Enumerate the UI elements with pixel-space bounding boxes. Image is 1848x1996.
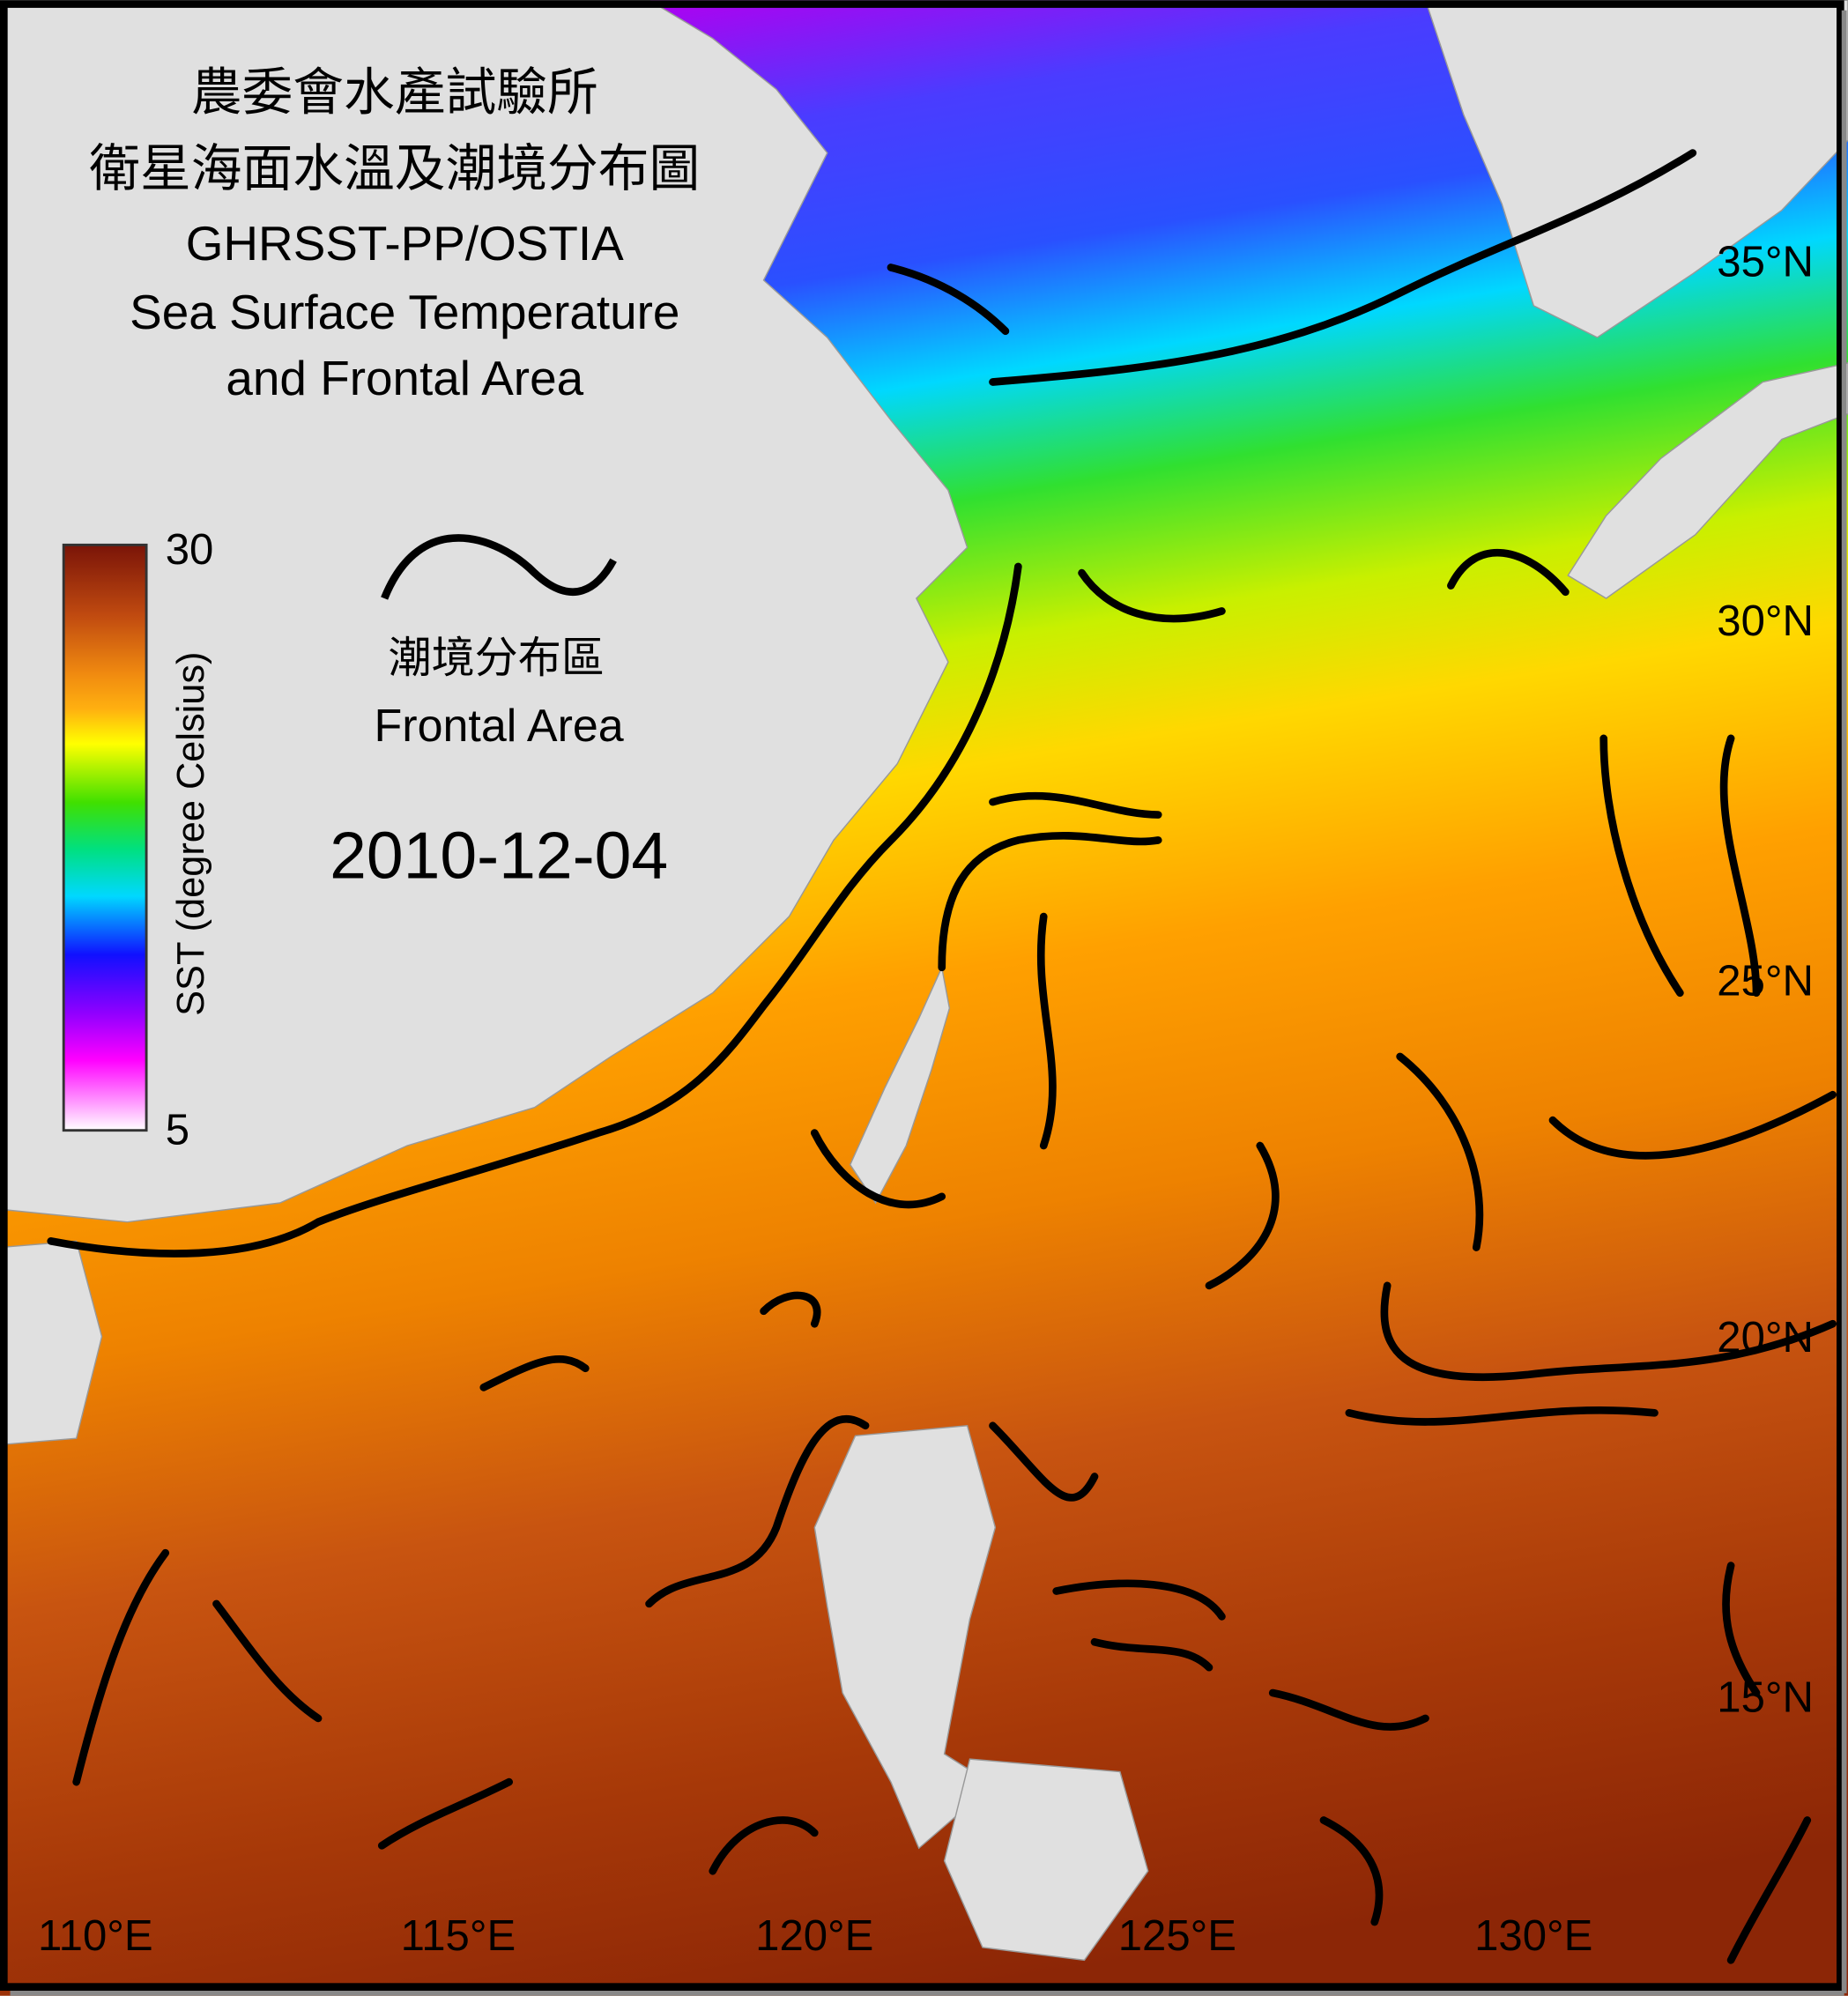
china [0,0,969,1223]
front [479,1355,590,1391]
front [47,562,1022,1258]
title-line: 農委會水產試驗所 [191,64,598,121]
title-line: and Frontal Area [226,351,583,405]
korea [1424,0,1848,338]
front [72,1548,170,1786]
front [760,1291,821,1328]
lon-labels: 110°E 115°E 120°E 125°E 130°E [38,1912,1592,1960]
front [1719,734,1761,998]
front [989,791,1162,819]
colorbar-ramp [62,543,148,1132]
japan [1567,362,1848,599]
front [1345,1406,1659,1426]
lon-label: 115°E [401,1912,516,1960]
front [1726,1816,1812,1964]
date: 2010-12-04 [330,819,668,893]
front [1036,912,1057,1150]
front [377,1777,514,1850]
front [810,1129,946,1209]
front [938,832,1162,972]
front [709,1816,819,1875]
front [989,1421,1099,1502]
front [1396,1052,1484,1251]
legend-swatch [381,534,617,600]
lat-label: 30°N [1717,597,1814,645]
title-line: GHRSST-PP/OSTIA [186,216,624,271]
colorbar-label: SST (degree Celsius) [170,652,212,1016]
lat-label: 35°N [1717,239,1814,286]
lat-label: 15°N [1717,1674,1814,1722]
lat-labels: 35°N 30°N 25°N 20°N 15°N [1717,239,1814,1722]
lon-label: 130°E [1474,1912,1592,1960]
lat-label: 25°N [1717,958,1814,1005]
visayas [943,1758,1149,1962]
colorbar-min: 5 [166,1107,189,1154]
colorbar-max: 30 [166,526,214,574]
frontal-lines [47,149,1837,1964]
lon-label: 110°E [38,1912,153,1960]
lat-label: 20°N [1717,1314,1814,1362]
title: 農委會水產試驗所 衛星海面水溫及潮境分布圖 GHRSST-PP/OSTIA Se… [89,64,700,405]
front [1548,1090,1837,1160]
lon-label: 125°E [1118,1912,1236,1960]
legend-label: Frontal Area [375,701,624,752]
front [989,149,1697,386]
front [887,263,1010,336]
title-line: Sea Surface Temperature [130,285,679,339]
taiwan [849,965,951,1205]
front [1205,1141,1280,1290]
title-line: 衛星海面水溫及潮境分布圖 [89,141,700,197]
front [1447,548,1570,597]
front [1052,1579,1226,1621]
front [1078,568,1226,623]
front [1722,1562,1761,1697]
colorbar: 30 5 SST (degree Celsius) [62,526,214,1154]
front [1319,1816,1384,1926]
front [1090,1637,1213,1672]
lon-label: 120°E [755,1912,873,1960]
front [1380,1281,1837,1382]
front [1268,1688,1429,1731]
front [1599,734,1684,998]
front [212,1599,323,1723]
legend-label: 潮境分布區 [389,634,605,682]
legend: 潮境分布區 Frontal Area 2010-12-04 [330,534,668,893]
front [645,1415,870,1608]
